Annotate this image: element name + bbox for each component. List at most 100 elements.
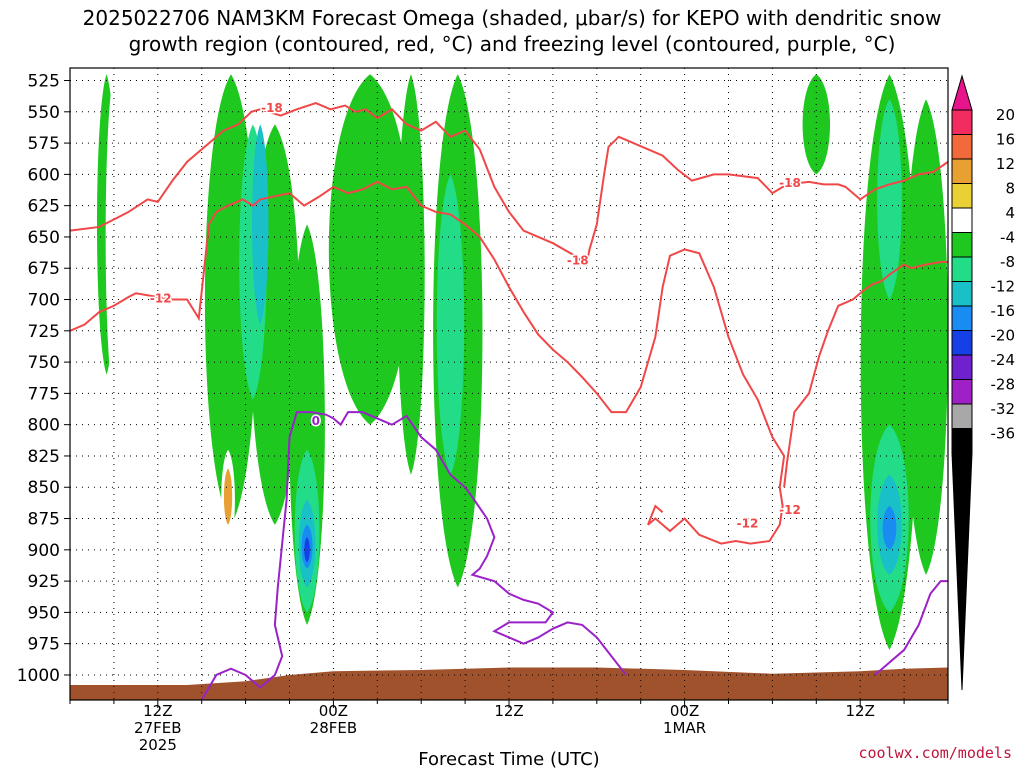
omega-region (566, 287, 578, 413)
y-tick-label: 650 (28, 228, 60, 248)
colorbar-label: 8 (1005, 180, 1015, 198)
x-tick-label: 12Z (846, 702, 875, 720)
colorbar-label: -12 (991, 278, 1016, 296)
omega-region (595, 462, 607, 550)
y-tick-label: 775 (28, 384, 60, 404)
y-tick-label: 575 (28, 134, 60, 154)
x-tick-label: 27FEB (134, 719, 181, 737)
y-tick-label: 825 (28, 447, 60, 467)
terrain-fill (70, 667, 948, 700)
omega-region (802, 74, 831, 175)
y-tick-label: 875 (28, 510, 60, 530)
chart-title-line-1: 2025022706 NAM3KM Forecast Omega (shaded… (83, 6, 942, 30)
colorbar-label: 4 (1005, 204, 1015, 222)
y-tick-label: 1000 (17, 666, 60, 686)
colorbar-label: -20 (991, 327, 1016, 345)
colorbar-segment (951, 134, 973, 160)
colorbar-label: -28 (991, 376, 1016, 394)
colorbar-segment (951, 330, 973, 356)
y-tick-label: 950 (28, 603, 60, 623)
colorbar-label: -16 (991, 302, 1016, 320)
contour-label-freezing: 0 (312, 414, 320, 428)
colorbar-segment (951, 379, 973, 405)
colorbar-label: -32 (991, 400, 1016, 418)
colorbar-segment (951, 428, 973, 454)
colorbar-segment (951, 403, 973, 429)
colorbar-segment (951, 281, 973, 307)
freezing-level-contour-b (874, 580, 948, 676)
y-axis: 525 550 575 600 625 650 675 700 725 750 775 800 825 8… (17, 72, 70, 686)
x-tick-label: 2025 (139, 736, 177, 754)
colorbar-label: -36 (991, 425, 1016, 443)
omega-region (768, 574, 777, 613)
y-tick-label: 625 (28, 197, 60, 217)
omega-region (622, 130, 634, 237)
contour-label-minus12: -12 (779, 503, 801, 517)
contour-label-minus18: -18 (779, 176, 801, 190)
y-tick-label: 800 (28, 416, 60, 436)
contour-label-minus12: -12 (150, 291, 172, 305)
contour-minus18 (70, 101, 948, 267)
colorbar-bottom-arrow (951, 452, 973, 691)
omega-region (877, 99, 902, 300)
grid-lines (69, 68, 949, 700)
omega-region (882, 506, 897, 550)
chart-title-line-2: growth region (contoured, red, °C) and f… (129, 32, 896, 56)
colorbar-segment (951, 354, 973, 380)
contour-minus12-b (783, 260, 948, 488)
y-tick-label: 550 (28, 103, 60, 123)
y-tick-label: 850 (28, 478, 60, 498)
y-tick-label: 900 (28, 541, 60, 561)
omega-region (223, 468, 233, 525)
x-tick-label: 00Z (670, 702, 699, 720)
y-tick-label: 600 (28, 165, 60, 185)
x-tick-label: 12Z (143, 702, 172, 720)
colorbar-segment (951, 109, 973, 135)
y-tick-label: 925 (28, 572, 60, 592)
y-tick-label: 975 (28, 635, 60, 655)
omega-region (304, 537, 310, 563)
omega-region (609, 74, 632, 125)
omega-region (620, 474, 638, 613)
colorbar-label: 12 (996, 155, 1015, 173)
x-tick-label: 12Z (494, 702, 523, 720)
omega-region (397, 74, 425, 475)
y-tick-label: 750 (28, 353, 60, 373)
omega-region (904, 99, 948, 575)
x-tick-label: 00Z (319, 702, 348, 720)
colorbar-segment (951, 158, 973, 184)
omega-region (431, 74, 440, 125)
x-axis-label: Forecast Time (UTC) (418, 749, 599, 768)
y-tick-label: 525 (28, 72, 60, 92)
credit-text: coolwx.com/models (858, 744, 1012, 762)
colorbar-label: 20 (996, 106, 1015, 124)
colorbar-segment (951, 256, 973, 282)
colorbar-top-arrow (951, 74, 973, 111)
colorbar: 20 16 12 8 4 -4 -8 -12 -16 -20 -24 -28 -32 -36 (951, 74, 1016, 691)
y-tick-label: 700 (28, 291, 60, 311)
omega-region (328, 74, 412, 425)
colorbar-label: -24 (991, 351, 1016, 369)
colorbar-label: 16 (996, 131, 1015, 149)
y-tick-label: 725 (28, 322, 60, 342)
x-tick-label: 1MAR (663, 719, 706, 737)
x-tick-label: 28FEB (310, 719, 357, 737)
terrain-surface (70, 667, 948, 700)
colorbar-label: -4 (1000, 229, 1015, 247)
y-tick-label: 675 (28, 259, 60, 279)
contour-minus12 (70, 180, 786, 545)
colorbar-label: -8 (1000, 253, 1015, 271)
contour-label-minus12: -12 (737, 517, 759, 531)
omega-region (726, 74, 743, 137)
omega-shading (96, 74, 948, 650)
freezing-level-contour (200, 411, 627, 700)
omega-region (472, 581, 487, 607)
colorbar-segment (951, 207, 973, 233)
colorbar-segment (951, 305, 973, 331)
contour-label-minus18: -18 (567, 254, 589, 268)
omega-region (436, 174, 465, 475)
contour-label-minus18: -18 (261, 101, 283, 115)
colorbar-segment (951, 232, 973, 258)
